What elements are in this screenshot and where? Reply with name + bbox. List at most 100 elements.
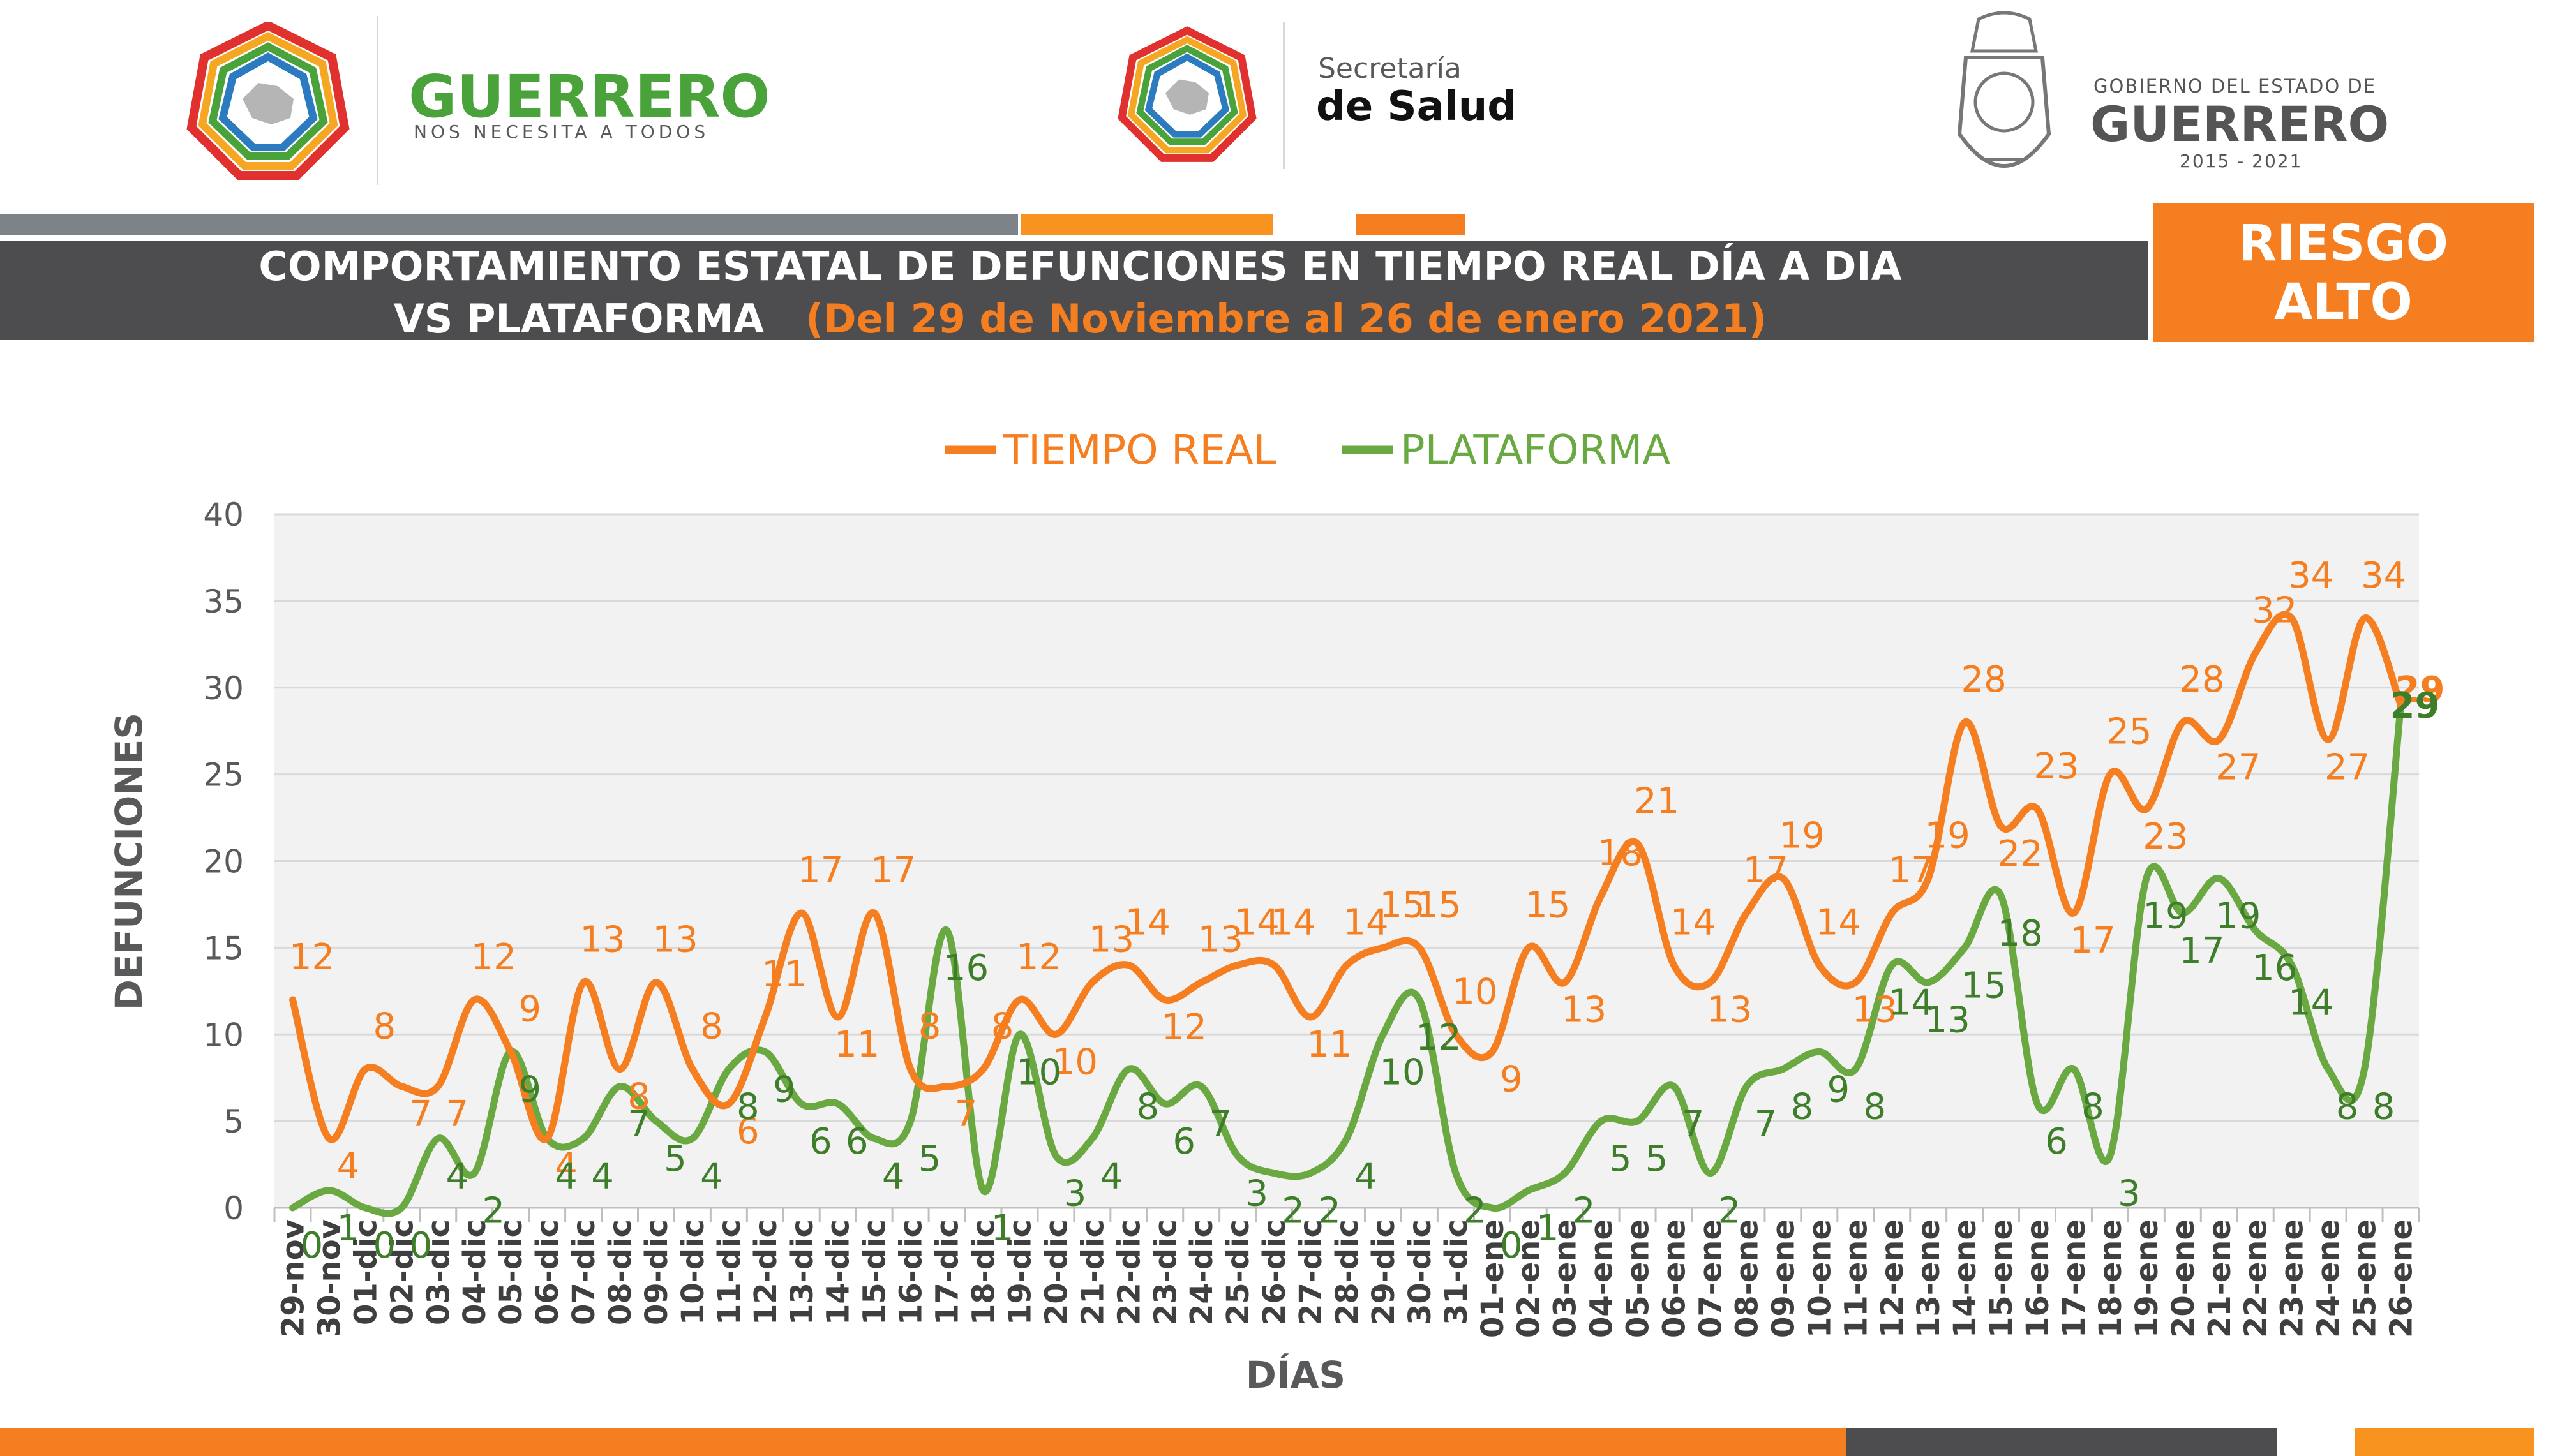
x-tick-label: 09-ene bbox=[1765, 1219, 1801, 1338]
data-label: 17 bbox=[2179, 930, 2224, 972]
x-tick-label: 10-ene bbox=[1802, 1219, 1838, 1338]
data-label: 11 bbox=[834, 1024, 880, 1066]
risk-badge: RIESGO ALTO bbox=[2153, 203, 2534, 342]
data-label: 9 bbox=[518, 988, 541, 1030]
x-axis-label: DÍAS bbox=[1246, 1353, 1345, 1397]
x-tick-label: 01-dic bbox=[348, 1219, 384, 1325]
data-label: 12 bbox=[1416, 1017, 1461, 1059]
data-label: 13 bbox=[1707, 990, 1752, 1031]
x-tick-label: 15-dic bbox=[857, 1219, 893, 1325]
x-tick-label: 31-dic bbox=[1439, 1219, 1474, 1325]
data-label: 6 bbox=[1172, 1121, 1195, 1163]
data-label: 15 bbox=[1961, 965, 2007, 1006]
data-label: 7 bbox=[955, 1094, 978, 1135]
data-label: 11 bbox=[761, 954, 807, 995]
data-label: 25 bbox=[2106, 711, 2152, 753]
x-tick-label: 13-dic bbox=[784, 1219, 820, 1325]
top-gray-bar bbox=[0, 214, 1018, 235]
data-label: 0 bbox=[301, 1225, 324, 1267]
data-label: 12 bbox=[289, 937, 334, 978]
data-label: 15 bbox=[1525, 884, 1570, 926]
data-label: 4 bbox=[882, 1155, 905, 1197]
chart-title-line2: VS PLATAFORMA bbox=[393, 295, 765, 342]
data-label: 14 bbox=[1670, 902, 1716, 944]
data-label: 4 bbox=[700, 1155, 723, 1197]
data-label: 8 bbox=[737, 1087, 760, 1128]
data-label: 17 bbox=[798, 850, 843, 891]
data-label: 17 bbox=[1889, 850, 1934, 891]
data-label: 10 bbox=[1452, 971, 1497, 1013]
data-label: 32 bbox=[2252, 590, 2297, 631]
data-label: 14 bbox=[1889, 983, 1934, 1024]
y-tick-label: 5 bbox=[223, 1103, 244, 1140]
data-label: 29 bbox=[2390, 685, 2440, 727]
x-tick-label: 15-ene bbox=[1984, 1219, 2019, 1338]
data-label: 7 bbox=[627, 1104, 650, 1145]
title-banner bbox=[0, 241, 2148, 340]
data-label: 3 bbox=[1245, 1173, 1268, 1214]
data-label: 16 bbox=[943, 947, 989, 989]
guerrero-logo bbox=[182, 20, 354, 182]
x-tick-label: 27-dic bbox=[1293, 1219, 1329, 1325]
data-label: 13 bbox=[1925, 1000, 1970, 1041]
data-label: 8 bbox=[1863, 1087, 1886, 1128]
data-label: 4 bbox=[337, 1145, 360, 1187]
x-tick-label: 24-ene bbox=[2311, 1219, 2347, 1338]
y-tick-label: 10 bbox=[203, 1016, 244, 1053]
data-label: 4 bbox=[555, 1155, 578, 1197]
data-label: 13 bbox=[1852, 990, 1898, 1031]
x-tick-label: 09-dic bbox=[639, 1219, 675, 1325]
data-label: 5 bbox=[918, 1138, 941, 1180]
data-label: 6 bbox=[2045, 1121, 2068, 1163]
data-label: 19 bbox=[1925, 815, 1970, 857]
x-tick-label: 17-dic bbox=[930, 1219, 966, 1325]
data-label: 13 bbox=[1561, 990, 1606, 1031]
data-label: 1 bbox=[1536, 1208, 1559, 1249]
y-tick-label: 30 bbox=[203, 670, 244, 707]
x-tick-label: 04-ene bbox=[1584, 1219, 1620, 1338]
x-tick-label: 20-ene bbox=[2166, 1219, 2201, 1338]
data-label: 28 bbox=[1961, 659, 2007, 701]
legend: TIEMPO REAL PLATAFORMA bbox=[945, 427, 1670, 474]
data-label: 23 bbox=[2033, 746, 2079, 787]
x-tick-label: 11-ene bbox=[1838, 1219, 1874, 1338]
data-label: 14 bbox=[1234, 902, 1280, 944]
data-label: 13 bbox=[1198, 919, 1243, 961]
data-label: 2 bbox=[1282, 1191, 1305, 1232]
data-label: 16 bbox=[2252, 947, 2297, 989]
x-tick-label: 07-ene bbox=[1693, 1219, 1728, 1338]
data-label: 7 bbox=[410, 1094, 433, 1135]
x-tick-label: 03-ene bbox=[1548, 1219, 1583, 1338]
data-label: 14 bbox=[1343, 902, 1388, 944]
chart-title-line1: COMPORTAMIENTO ESTATAL DE DEFUNCIONES EN… bbox=[258, 243, 1902, 290]
bottom-orange-bar-small bbox=[2355, 1428, 2534, 1456]
legend-label-plataforma: PLATAFORMA bbox=[1400, 427, 1670, 474]
x-tick-label: 11-dic bbox=[712, 1219, 747, 1325]
data-label: 14 bbox=[1270, 902, 1315, 944]
data-label: 10 bbox=[1379, 1051, 1425, 1093]
data-label: 19 bbox=[1779, 815, 1825, 857]
x-tick-label: 19-ene bbox=[2129, 1219, 2165, 1338]
data-label: 8 bbox=[373, 1006, 396, 1048]
data-label: 14 bbox=[2288, 983, 2333, 1024]
x-tick-label: 06-ene bbox=[1657, 1219, 1693, 1338]
risk-line2: ALTO bbox=[2274, 274, 2413, 331]
data-label: 14 bbox=[1125, 902, 1171, 944]
x-tick-label: 01-ene bbox=[1475, 1219, 1511, 1338]
x-tick-label: 02-ene bbox=[1511, 1219, 1547, 1338]
gobierno-line1: GOBIERNO DEL ESTADO DE bbox=[2093, 75, 2377, 97]
y-axis-ticks: 0 5 10 15 20 25 30 35 40 bbox=[203, 496, 244, 1227]
data-label: 4 bbox=[445, 1155, 468, 1197]
x-tick-label: 22-ene bbox=[2238, 1219, 2274, 1338]
data-label: 23 bbox=[2143, 816, 2188, 858]
x-tick-label: 24-dic bbox=[1184, 1219, 1220, 1325]
series-lines bbox=[288, 611, 2405, 1217]
data-label: 4 bbox=[555, 1145, 578, 1187]
x-tick-label: 12-ene bbox=[1875, 1219, 1910, 1338]
data-label: 8 bbox=[700, 1006, 723, 1048]
x-tick-label: 20-dic bbox=[1038, 1219, 1074, 1325]
data-label: 5 bbox=[1645, 1138, 1668, 1180]
data-label: 18 bbox=[1598, 833, 1643, 874]
x-tick-label: 25-dic bbox=[1220, 1219, 1256, 1325]
